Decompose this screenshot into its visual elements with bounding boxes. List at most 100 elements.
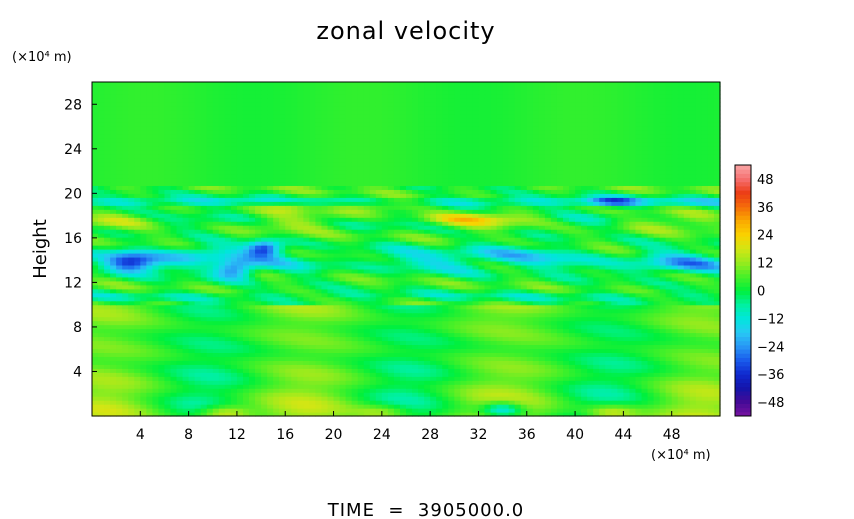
heatmap-cell	[255, 260, 262, 266]
heatmap-cell	[387, 324, 395, 330]
heatmap-cell	[92, 296, 99, 302]
heatmap-cell	[134, 276, 141, 282]
heatmap-cell	[267, 233, 274, 238]
heatmap-cell	[406, 292, 413, 298]
heatmap-cell	[146, 372, 153, 377]
heatmap-cell	[176, 348, 184, 353]
heatmap-cell	[110, 241, 117, 246]
heatmap-cell	[472, 312, 480, 318]
heatmap-cell	[212, 316, 220, 322]
heatmap-cell	[375, 388, 383, 393]
heatmap-cell	[563, 280, 570, 286]
heatmap-cell	[176, 260, 184, 266]
heatmap-cell	[526, 308, 534, 314]
heatmap-cell	[526, 360, 534, 365]
heatmap-cell	[478, 260, 486, 266]
heatmap-cell	[339, 400, 347, 405]
heatmap-cell	[279, 272, 286, 278]
heatmap-cell	[556, 249, 564, 254]
heatmap-cell	[236, 332, 244, 338]
heatmap-cell	[653, 316, 661, 322]
heatmap-cell	[200, 316, 208, 322]
heatmap-cell	[526, 229, 534, 234]
heatmap-cell	[110, 304, 117, 310]
heatmap-cell	[617, 237, 624, 242]
heatmap-cell	[563, 292, 570, 298]
heatmap-cell	[303, 260, 310, 266]
heatmap-cell	[599, 360, 606, 365]
heatmap-cell	[683, 268, 691, 274]
heatmap-cell	[442, 404, 449, 409]
heatmap-cell	[563, 344, 570, 350]
heatmap-cell	[224, 364, 232, 369]
heatmap-cell	[424, 237, 431, 242]
heatmap-cell	[164, 280, 172, 286]
heatmap-cell	[587, 288, 594, 294]
heatmap-cell	[98, 324, 105, 330]
heatmap-cell	[152, 388, 160, 393]
heatmap-cell	[430, 249, 437, 254]
heatmap-cell	[230, 276, 238, 282]
heatmap-cell	[484, 328, 492, 334]
heatmap-cell	[424, 340, 431, 346]
heatmap-cell	[496, 392, 504, 397]
heatmap-cell	[224, 229, 232, 234]
heatmap-cell	[647, 360, 655, 365]
heatmap-cell	[291, 380, 298, 385]
heatmap-cell	[701, 396, 709, 401]
heatmap-cell	[611, 360, 618, 365]
heatmap-cell	[454, 328, 461, 334]
heatmap-cell	[641, 237, 649, 242]
heatmap-cell	[508, 312, 516, 318]
heatmap-cell	[587, 280, 594, 286]
heatmap-cell	[406, 372, 413, 377]
heatmap-cell	[701, 229, 709, 234]
heatmap-cell	[315, 304, 323, 310]
heatmap-cell	[255, 264, 262, 270]
heatmap-cell	[375, 308, 383, 314]
heatmap-cell	[381, 237, 389, 242]
heatmap-cell	[92, 400, 99, 405]
heatmap-cell	[707, 392, 715, 397]
heatmap-cell	[249, 264, 256, 270]
heatmap-cell	[98, 252, 105, 258]
heatmap-cell	[140, 408, 147, 413]
heatmap-cell	[176, 340, 184, 346]
heatmap-cell	[387, 396, 395, 401]
heatmap-cell	[218, 280, 226, 286]
heatmap-cell	[659, 252, 667, 258]
heatmap-cell	[623, 412, 631, 417]
heatmap-cell	[242, 268, 250, 274]
heatmap-cell	[412, 249, 419, 254]
heatmap-cell	[236, 256, 244, 262]
heatmap-cell	[448, 340, 455, 346]
heatmap-cell	[399, 296, 407, 302]
heatmap-cell	[659, 408, 667, 413]
heatmap-cell	[176, 300, 184, 306]
heatmap-cell	[188, 241, 196, 246]
heatmap-cell	[418, 284, 425, 290]
heatmap-cell	[448, 368, 455, 373]
heatmap-cell	[460, 256, 467, 262]
heatmap-cell	[291, 237, 298, 242]
heatmap-cell	[363, 372, 371, 377]
heatmap-cell	[707, 260, 715, 266]
heatmap-cell	[412, 392, 419, 397]
heatmap-cell	[508, 249, 516, 254]
heatmap-cell	[563, 352, 570, 357]
heatmap-cell	[200, 376, 208, 381]
heatmap-cell	[152, 292, 160, 298]
heatmap-cell	[152, 256, 160, 262]
heatmap-cell	[418, 272, 425, 278]
heatmap-cell	[303, 316, 310, 322]
heatmap-cell	[430, 380, 437, 385]
heatmap-cell	[92, 388, 99, 393]
heatmap-cell	[242, 260, 250, 266]
heatmap-cell	[375, 245, 383, 250]
heatmap-cell	[611, 388, 618, 393]
heatmap-cell	[526, 296, 534, 302]
heatmap-cell	[490, 400, 498, 405]
heatmap-cell	[695, 249, 703, 254]
heatmap-cell	[339, 380, 347, 385]
heatmap-cell	[647, 312, 655, 318]
